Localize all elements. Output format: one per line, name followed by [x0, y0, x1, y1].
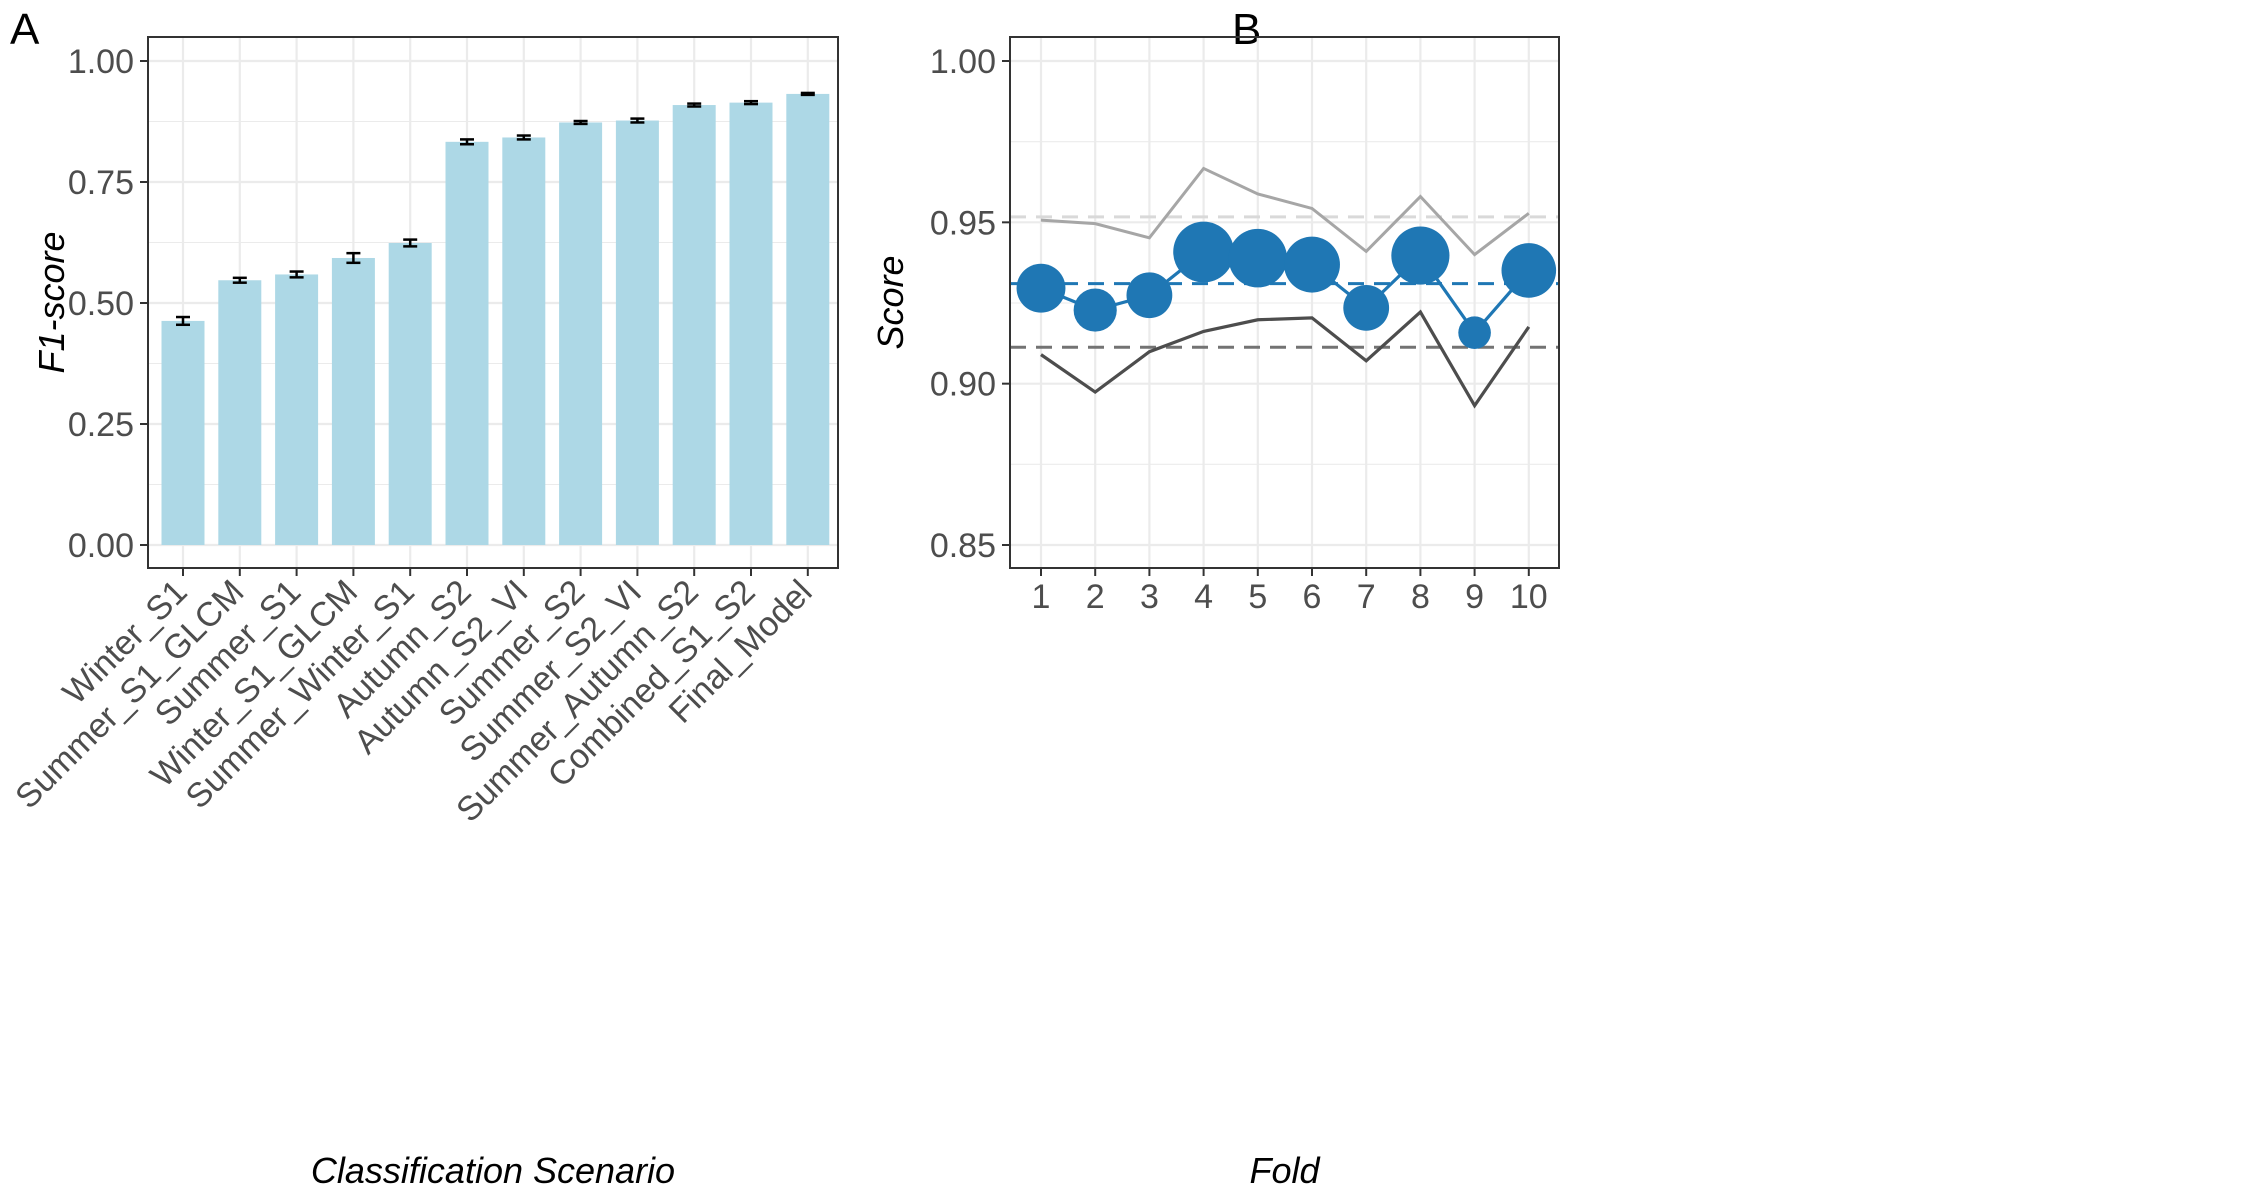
- panel-b-x-axis-title: Fold: [1249, 1150, 1320, 1191]
- panel-b-y-axis-title: Score: [870, 255, 911, 349]
- panel-a-bar: [786, 93, 830, 546]
- panel-b-border: [1009, 36, 1560, 569]
- panel-b-score-point: [1501, 243, 1557, 298]
- panel-b-x-tick-label: 8: [1411, 578, 1430, 616]
- panel-a-bar: [729, 102, 773, 546]
- panel-b-score-point: [1016, 263, 1066, 313]
- panel-b-lower-line: [1040, 309, 1531, 409]
- panel-a-bar: [559, 122, 603, 545]
- panel-a-bar: [161, 320, 205, 545]
- panel-a-bars: [161, 93, 830, 546]
- panel-a-y-axis: 0.00 0.25 0.50 0.75 1.00: [68, 43, 148, 565]
- panel-b-x-tick-label: 1: [1032, 578, 1051, 616]
- panel-b-x-axis: 1 2 3 4 5 6 7 8 9 10: [1032, 568, 1548, 616]
- panel-a-y-tick-label: 0.75: [68, 164, 134, 202]
- panel-b-y-tick-label: 0.95: [930, 204, 996, 242]
- panel-a-bar: [275, 274, 319, 545]
- panel-a-y-tick-label: 0.25: [68, 406, 134, 444]
- panel-b-upper-line: [1040, 166, 1530, 257]
- panel-b-score-point: [1391, 226, 1450, 285]
- panel-a-bar: [502, 137, 546, 546]
- panel-a-bar: [331, 257, 375, 545]
- panel-b-score-point: [1073, 288, 1117, 332]
- panel-b-x-tick-label: 7: [1357, 578, 1376, 616]
- panel-a-y-tick-label: 0.50: [68, 285, 134, 323]
- panel-a-y-axis-title: F1-score: [31, 231, 72, 373]
- panel-b-y-tick-label: 0.85: [930, 527, 996, 565]
- panel-b-x-tick-label: 6: [1303, 578, 1322, 616]
- panel-b-x-tick-label: 3: [1140, 578, 1159, 616]
- panel-b-y-tick-label: 1.00: [930, 43, 996, 81]
- panel-b-score-point: [1228, 228, 1288, 288]
- panel-a: A 0.000.250.500.751.00 Winter_S1Summer_S…: [8, 5, 839, 1191]
- panel-b-score-point: [1284, 236, 1340, 293]
- panel-a-bar: [445, 141, 489, 545]
- panel-b-score-point: [1126, 272, 1173, 319]
- panel-b: B 0.85 0.90 0.95 1.00 1 2 3 4 5 6 7 8 9 10 Fold Scor…: [870, 5, 1560, 1191]
- panel-b-x-tick-label: 2: [1086, 578, 1105, 616]
- panel-a-y-tick-label: 1.00: [68, 43, 134, 81]
- panel-b-series: [1010, 166, 1559, 409]
- panel-a-error-bars: [176, 91, 815, 327]
- panel-b-score-point: [1343, 284, 1390, 331]
- panel-a-bar: [218, 280, 262, 545]
- panel-b-y-tick-label: 0.90: [930, 366, 996, 404]
- panel-b-x-tick-label: 10: [1510, 578, 1548, 616]
- panel-a-bar: [615, 120, 659, 546]
- panel-a-tag: A: [10, 5, 40, 54]
- panel-b-y-axis: 0.85 0.90 0.95 1.00: [930, 43, 1010, 565]
- panel-b-tag: B: [1232, 5, 1261, 54]
- panel-b-x-tick-label: 4: [1194, 578, 1213, 616]
- panel-b-score-point: [1458, 316, 1491, 349]
- panel-b-x-tick-label: 9: [1465, 578, 1484, 616]
- panel-b-x-tick-label: 5: [1248, 578, 1267, 616]
- panel-a-y-tick-label: 0.00: [68, 527, 134, 565]
- panel-b-score-point: [1173, 221, 1234, 283]
- panel-a-bar: [388, 242, 432, 545]
- panel-a-x-axis-title: Classification Scenario: [311, 1150, 675, 1191]
- panel-a-bar: [672, 105, 716, 545]
